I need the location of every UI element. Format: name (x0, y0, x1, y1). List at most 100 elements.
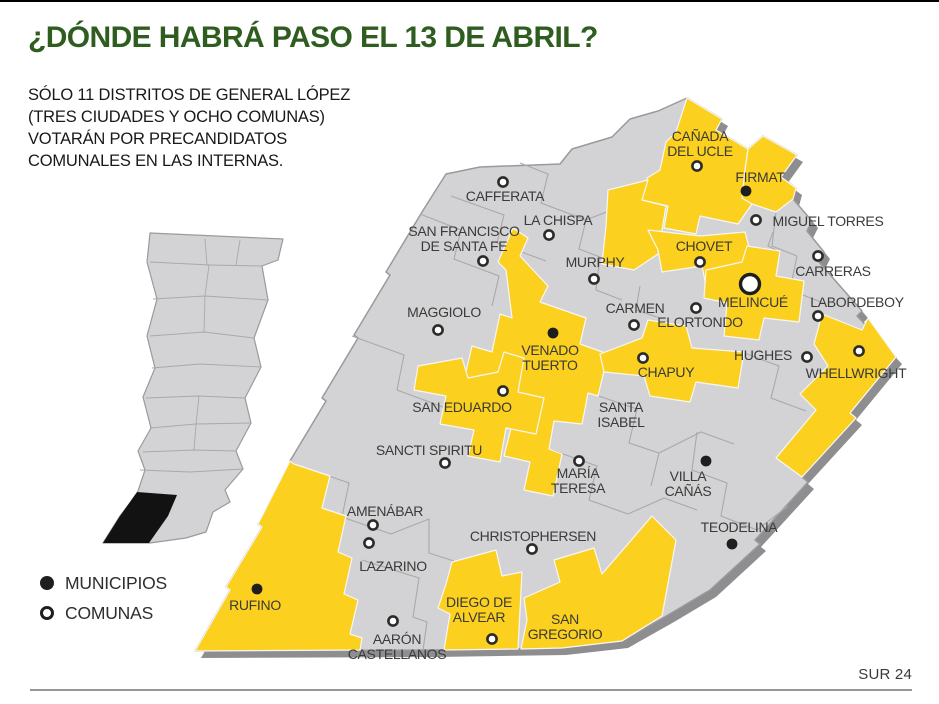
map-label-cafferata: CAFFERATA (466, 188, 545, 204)
map-label-murphy: MURPHY (566, 254, 626, 270)
top-rule (0, 0, 939, 2)
district-highlight-diego-de-alvear (437, 549, 523, 651)
district-highlight-san-gregorio (520, 515, 677, 650)
municipio-dot-rufino (251, 583, 263, 595)
district-border-14 (756, 505, 789, 531)
map-label-maggiolo: MAGGIOLO (407, 304, 481, 320)
province-dept-border-3 (203, 264, 210, 333)
comuna-marker-sancti-spiritu (439, 457, 451, 469)
comuna-marker-maria-teresa (573, 455, 585, 467)
district-highlight-chapuy (599, 319, 745, 403)
district-border-7 (390, 518, 461, 564)
province-dept-border-4 (151, 363, 262, 369)
comuna-marker-carreras (812, 250, 824, 262)
map-label-christophersen: CHRISTOPHERSEN (470, 528, 596, 544)
comuna-marker-murphy (588, 273, 600, 285)
district-border-18 (635, 285, 661, 319)
map-label-canada-del-ucle: CAÑADA DEL UCLE (667, 128, 733, 159)
district-border-19 (595, 256, 623, 301)
map-label-whellwright: WHELLWRIGHT (806, 365, 907, 381)
comuna-marker-chapuy (637, 352, 649, 364)
map-label-san-eduardo: SAN EDUARDO (412, 399, 512, 415)
municipio-dot-firmat (740, 185, 752, 197)
map-label-aaron-castellanos: AARÓN CASTELLANOS (348, 631, 447, 662)
cabecera-marker-melincue (738, 272, 762, 296)
district-border-3 (419, 213, 500, 307)
map-label-hughes: HUGHES (734, 347, 792, 363)
map-label-teodelina: TEODELINA (701, 519, 779, 535)
comuna-marker-aaron-castellanos (387, 615, 399, 627)
district-highlight-san-eduardo (413, 351, 545, 463)
legend-row-municipios: MUNICIPIOS (40, 568, 167, 598)
page-title: ¿DÓNDE HABRÁ PASO EL 13 DE ABRIL? (28, 21, 598, 54)
map-label-amenabar: AMENÁBAR (347, 503, 423, 519)
province-dept-border-5 (145, 395, 246, 399)
comuna-marker-lazarino (363, 537, 375, 549)
legend-comunas-label: COMUNAS (65, 602, 154, 623)
map-label-lazarino: LAZARINO (359, 558, 427, 574)
district-border-11 (548, 448, 629, 515)
province-dept-border-8 (139, 468, 244, 473)
map-label-venado-tuerto: VENADO TUERTO (521, 342, 579, 373)
district-border-4 (351, 335, 444, 408)
map-label-la-chispa: LA CHISPA (524, 212, 594, 228)
legend-municipios-label: MUNICIPIOS (65, 572, 168, 593)
province-inset-map (102, 232, 284, 544)
province-dept-border-10 (204, 238, 208, 266)
comuna-marker-cafferata (497, 176, 509, 188)
province-dept-border-0 (149, 261, 263, 267)
district-border-13 (691, 431, 758, 531)
comuna-marker-whellwright (853, 345, 865, 357)
comuna-marker-labordeboy (812, 310, 824, 322)
comuna-marker-maggiolo (432, 324, 444, 336)
municipio-dot-villa-canas (700, 455, 712, 467)
legend-row-comunas: COMUNAS (40, 598, 167, 628)
map-label-carreras: CARRERAS (795, 263, 870, 279)
map-label-labordeboy: LABORDEBOY (810, 294, 904, 310)
map-label-maria-teresa: MARÍA TERESA (551, 465, 606, 496)
map-label-miguel-torres: MIGUEL TORRES (773, 213, 884, 229)
district-border-12 (627, 497, 698, 515)
district-highlight-rufino (194, 460, 363, 652)
municipio-dot-teodelina (726, 538, 738, 550)
district-border-1 (519, 162, 601, 258)
map-label-diego-de-alvear: DIEGO DE ALVEAR (446, 594, 512, 625)
source-credit: SUR 24 (858, 666, 912, 683)
map-label-sancti-spiritu: SANCTI SPIRITU (376, 442, 482, 458)
comuna-marker-san-eduardo (497, 385, 509, 397)
municipio-dot-icon (40, 576, 54, 590)
municipio-dot-venado-tuerto (547, 327, 559, 339)
comuna-marker-amenabar (367, 519, 379, 531)
district-highlight-venado-tuerto (463, 227, 609, 497)
district-border-15 (743, 352, 807, 412)
map-label-rufino: RUFINO (229, 597, 281, 613)
comuna-marker-canada-del-ucle (691, 160, 703, 172)
district-highlight-whellwright (775, 313, 897, 478)
comuna-marker-chovet (694, 256, 706, 268)
comuna-marker-christophersen (526, 543, 538, 555)
map-label-carmen: CARMEN (606, 300, 665, 316)
map-label-chovet: CHOVET (676, 238, 733, 254)
map-label-santa-isabel: SANTA ISABEL (597, 399, 645, 430)
map-label-firmat: FIRMAT (735, 169, 785, 185)
map-label-san-francisco-de-santa-fe: SAN FRANCISCO DE SANTA FE (408, 223, 520, 254)
bottom-rule (30, 689, 912, 691)
comuna-marker-diego-de-alvear (486, 633, 498, 645)
page-subtitle: SÓLO 11 DISTRITOS DE GENERAL LÓPEZ (TRES… (28, 86, 351, 171)
comuna-ring-icon (40, 606, 54, 620)
comuna-marker-carmen (628, 319, 640, 331)
comuna-marker-la-chispa (543, 229, 555, 241)
district-border-9 (583, 390, 660, 487)
comuna-marker-hughes (801, 351, 813, 363)
map-label-elortondo: ELORTONDO (657, 314, 743, 330)
map-label-chapuy: CHAPUY (638, 364, 696, 380)
map-legend: MUNICIPIOS COMUNAS (40, 568, 167, 628)
map-label-villa-canas: VILLA CAÑÁS (665, 468, 712, 499)
province-dept-border-9 (193, 395, 200, 451)
map-label-san-gregorio: SAN GREGORIO (528, 611, 603, 642)
comuna-marker-san-francisco-de-santa-fe (477, 255, 489, 267)
district-border-8 (361, 559, 428, 651)
general-lopez-highlight (103, 492, 177, 543)
map-label-melincue: MELINCUÉ (718, 294, 788, 310)
